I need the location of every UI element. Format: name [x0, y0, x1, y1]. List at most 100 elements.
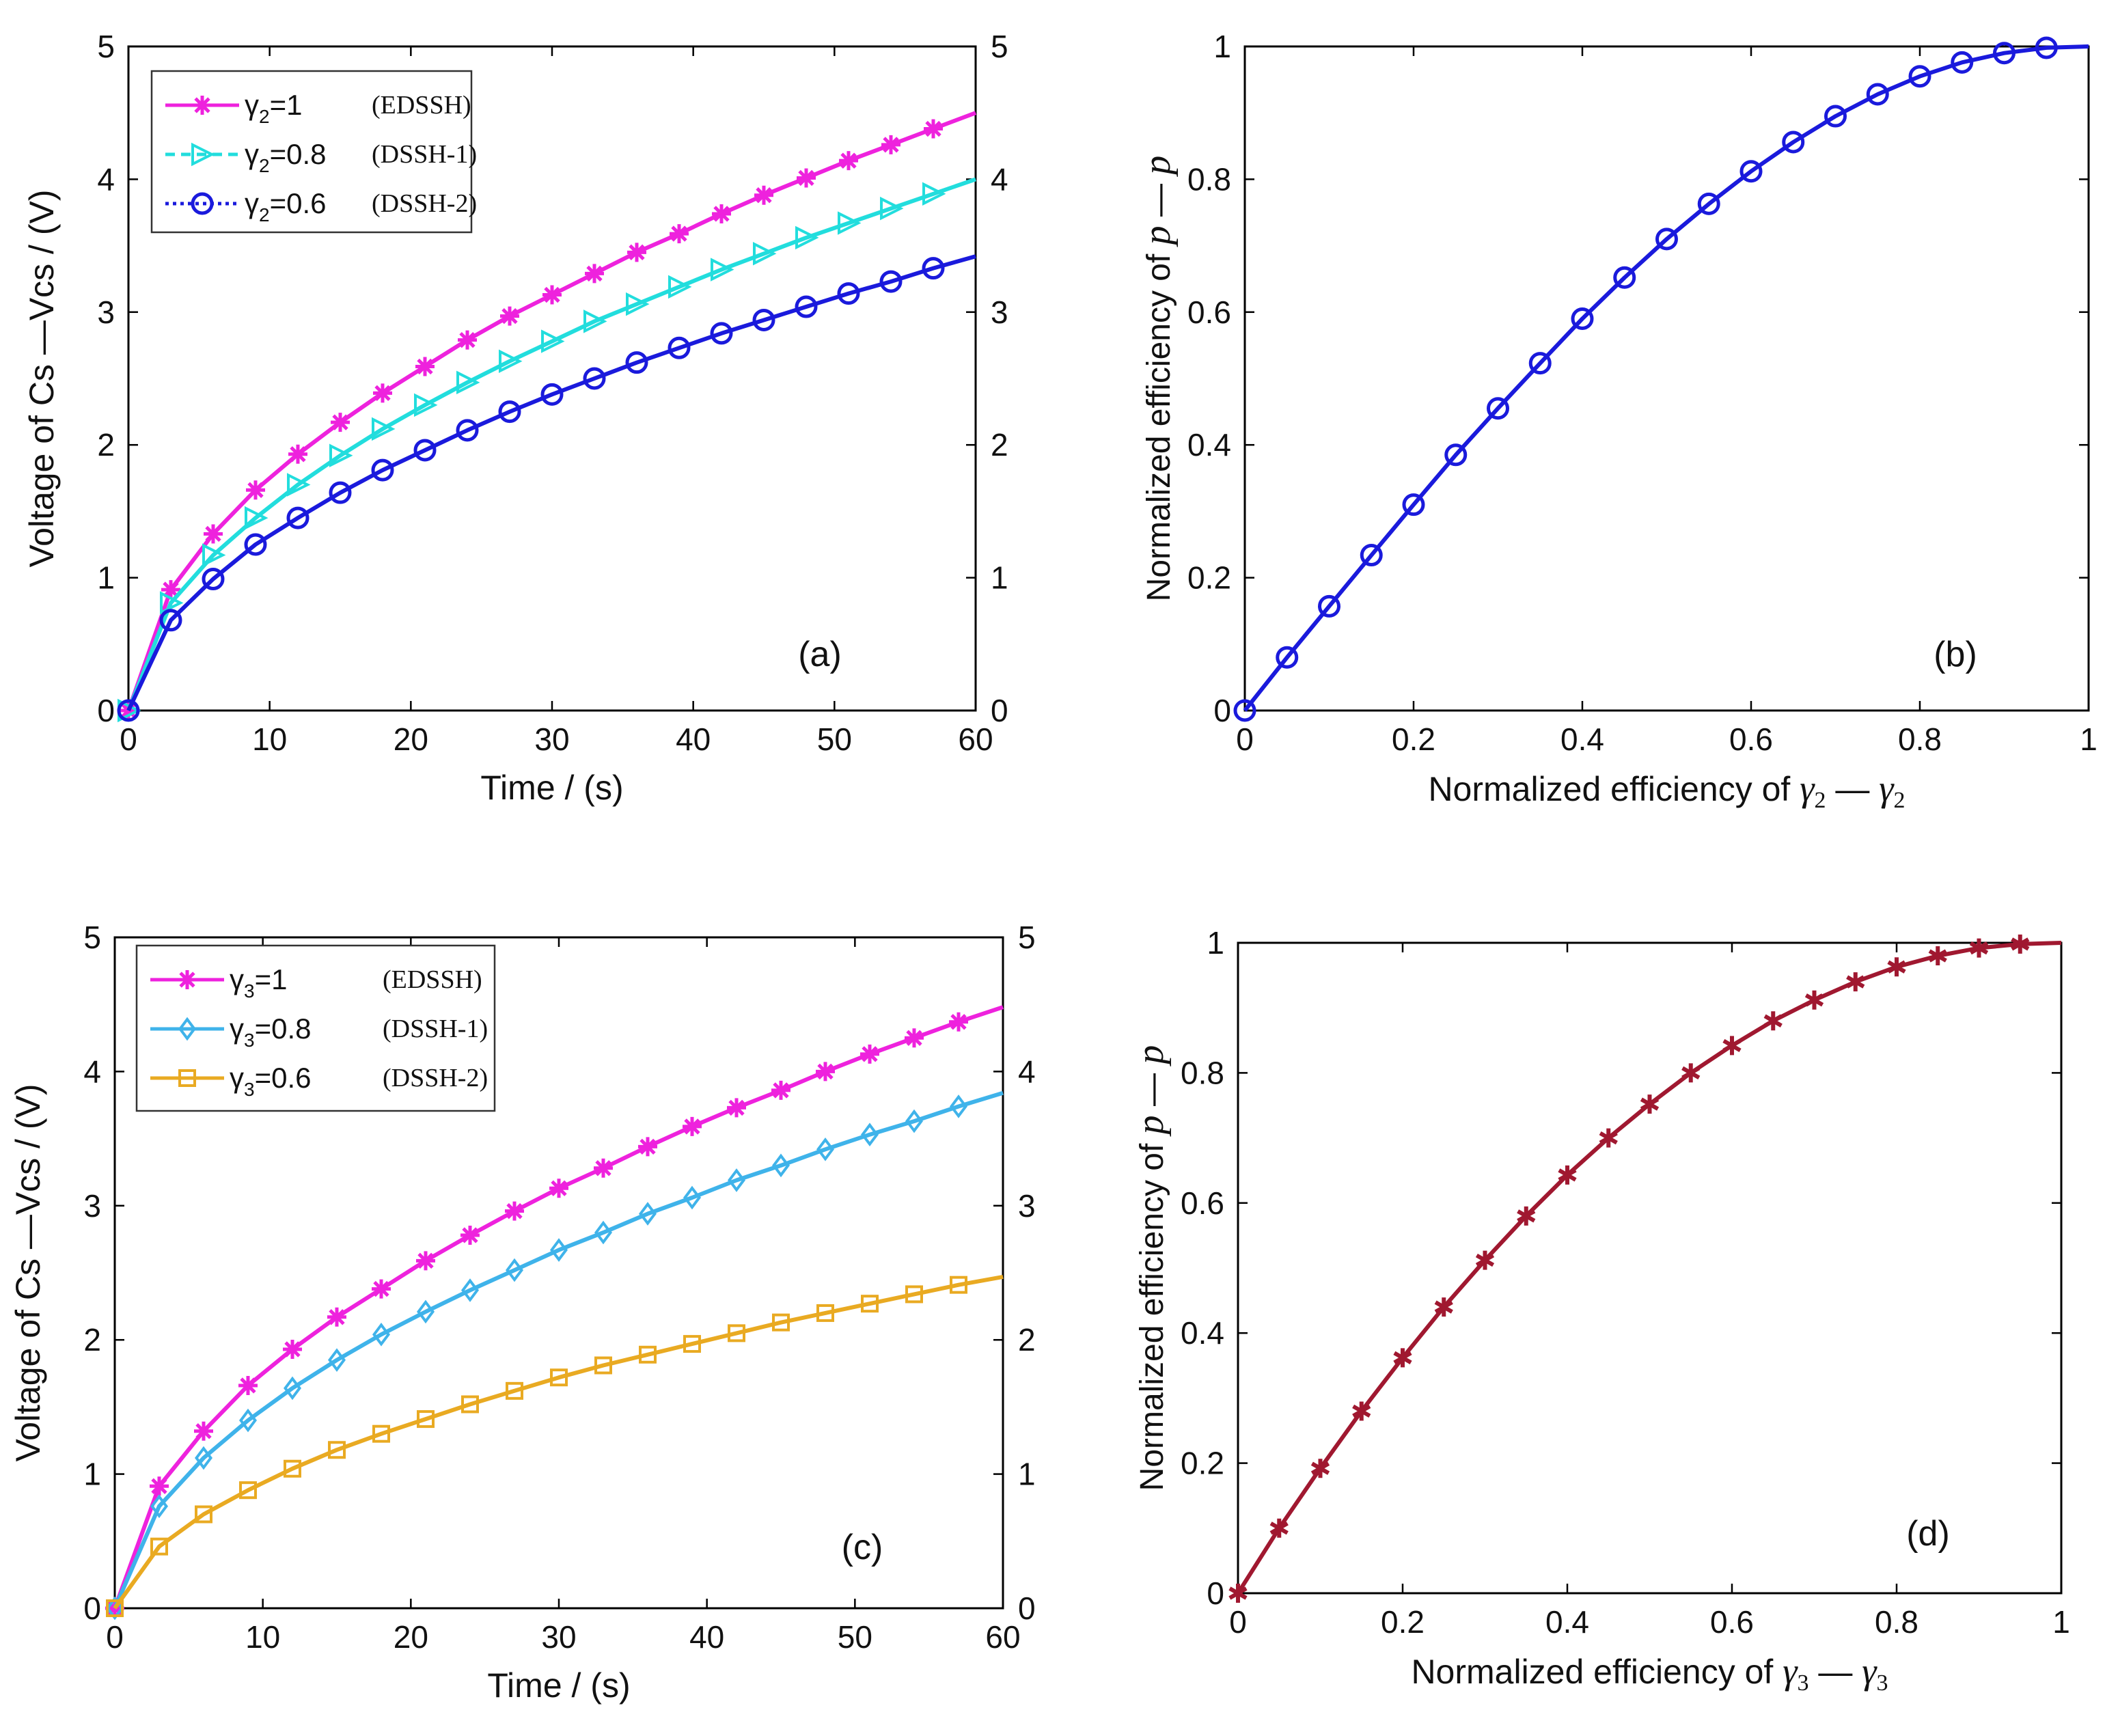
data-point	[816, 1304, 834, 1322]
legend-label: γ3=0.6	[230, 1062, 312, 1100]
data-point	[1475, 1250, 1495, 1270]
legend-item: γ2=1 (EDSSH)	[165, 89, 471, 127]
data-point	[683, 1185, 701, 1210]
data-point	[905, 1109, 923, 1133]
data-point	[879, 270, 903, 293]
legend-value: =1	[270, 89, 303, 121]
data-point	[1782, 130, 1805, 154]
data-point	[1558, 1165, 1577, 1185]
x-axis-label: Normalized efficiency of γ3 — γ3	[1411, 1651, 1888, 1696]
x-tick-label: 0.6	[1710, 1604, 1754, 1640]
right-y-tick-label: 5	[991, 29, 1008, 64]
x-tick-label: 0.8	[1875, 1604, 1918, 1640]
data-point	[160, 591, 184, 615]
data-point	[772, 1313, 790, 1332]
x-tick-label: 0.2	[1381, 1604, 1425, 1640]
data-point	[286, 506, 309, 529]
data-point	[1681, 1063, 1701, 1083]
y-tick-label: 3	[97, 294, 115, 330]
legend-swatch-marker	[178, 1017, 196, 1041]
x-tick-label: 20	[394, 1619, 428, 1655]
data-point	[837, 282, 860, 305]
x-axis-label: Time / (s)	[480, 769, 623, 807]
data-point	[728, 1324, 745, 1342]
legend-symbol: γ	[245, 138, 259, 170]
data-point	[373, 383, 392, 403]
data-point	[1613, 266, 1636, 289]
data-point	[922, 182, 946, 206]
legend-label: γ3=1	[230, 963, 287, 1002]
data-point	[583, 367, 606, 390]
data-point	[1228, 1584, 1248, 1603]
x-tick-label: 40	[676, 721, 711, 757]
y-tick-label: 5	[83, 920, 101, 955]
x-tick-label: 10	[245, 1619, 280, 1655]
data-point	[498, 400, 521, 424]
x-tick-label: 60	[958, 721, 993, 757]
x-tick-label: 1	[2080, 721, 2097, 757]
data-point	[639, 1202, 657, 1226]
data-point	[328, 1348, 346, 1372]
x-tick-label: 0.6	[1729, 721, 1773, 757]
x-tick-label: 0.4	[1545, 1604, 1589, 1640]
legend-item: γ2=0.8 (DSSH-1)	[165, 138, 477, 176]
legend-subscript: 2	[259, 204, 270, 225]
y-axis-label: Normalized efficiency of p — p	[1129, 1045, 1172, 1491]
data-point	[795, 295, 818, 318]
data-point	[880, 196, 904, 221]
data-point	[668, 275, 692, 299]
plot-frame	[1243, 45, 2090, 712]
data-point	[327, 1307, 346, 1327]
data-point	[950, 1276, 967, 1294]
right-y-tick-label: 1	[1018, 1457, 1036, 1492]
data-point	[1434, 1297, 1453, 1317]
legend-symbol: γ	[230, 1012, 244, 1045]
plot-frame	[1237, 941, 2063, 1595]
y-tick-label: 5	[97, 29, 115, 64]
data-point	[150, 1537, 168, 1556]
legend-subscript: 3	[244, 980, 255, 1002]
y-tick-label: 0.8	[1187, 161, 1231, 197]
y-tick-label: 0	[83, 1590, 101, 1626]
y-tick-label: 4	[83, 1053, 101, 1089]
data-point	[1640, 1094, 1660, 1114]
data-point	[161, 580, 180, 600]
data-point	[202, 543, 226, 567]
legend-label: γ2=1	[245, 89, 302, 127]
data-point	[456, 419, 479, 442]
data-point	[1993, 42, 2015, 65]
right-y-tick-label: 2	[991, 427, 1008, 463]
data-point	[195, 1446, 212, 1470]
data-point	[594, 1158, 613, 1178]
y-tick-label: 0.6	[1181, 1185, 1224, 1221]
data-point	[860, 1044, 879, 1064]
data-point	[626, 292, 650, 316]
legend-subscript: 3	[244, 1030, 255, 1051]
x-axis-hat-subscript: 2	[1894, 788, 1905, 813]
data-point	[816, 1062, 835, 1081]
x-tick-label: 40	[689, 1619, 724, 1655]
legend-label: γ2=0.8	[245, 138, 327, 176]
data-point	[328, 1441, 346, 1459]
data-point	[284, 1459, 301, 1478]
data-point	[329, 481, 352, 504]
x-axis-label-text: Normalized efficiency of	[1411, 1653, 1783, 1691]
data-point	[371, 458, 394, 482]
series-line	[113, 1090, 1004, 1610]
data-point	[246, 480, 265, 500]
panel-label: (d)	[1906, 1514, 1950, 1554]
right-y-tick-label: 1	[991, 560, 1008, 596]
x-axis-hat-symbol: γ	[1879, 768, 1895, 809]
right-y-tick-label: 3	[991, 294, 1008, 330]
y-axis-label-text: Normalized efficiency of	[1141, 245, 1177, 601]
data-point	[244, 533, 267, 556]
y-tick-label: 0.8	[1181, 1055, 1224, 1090]
data-point	[752, 308, 775, 331]
data-point	[1908, 65, 1931, 88]
data-point	[727, 1098, 746, 1118]
y-tick-label: 1	[97, 560, 115, 596]
legend-tag: (DSSH-1)	[383, 1015, 488, 1043]
data-point	[583, 309, 607, 333]
legend-value: =0.6	[255, 1062, 312, 1094]
